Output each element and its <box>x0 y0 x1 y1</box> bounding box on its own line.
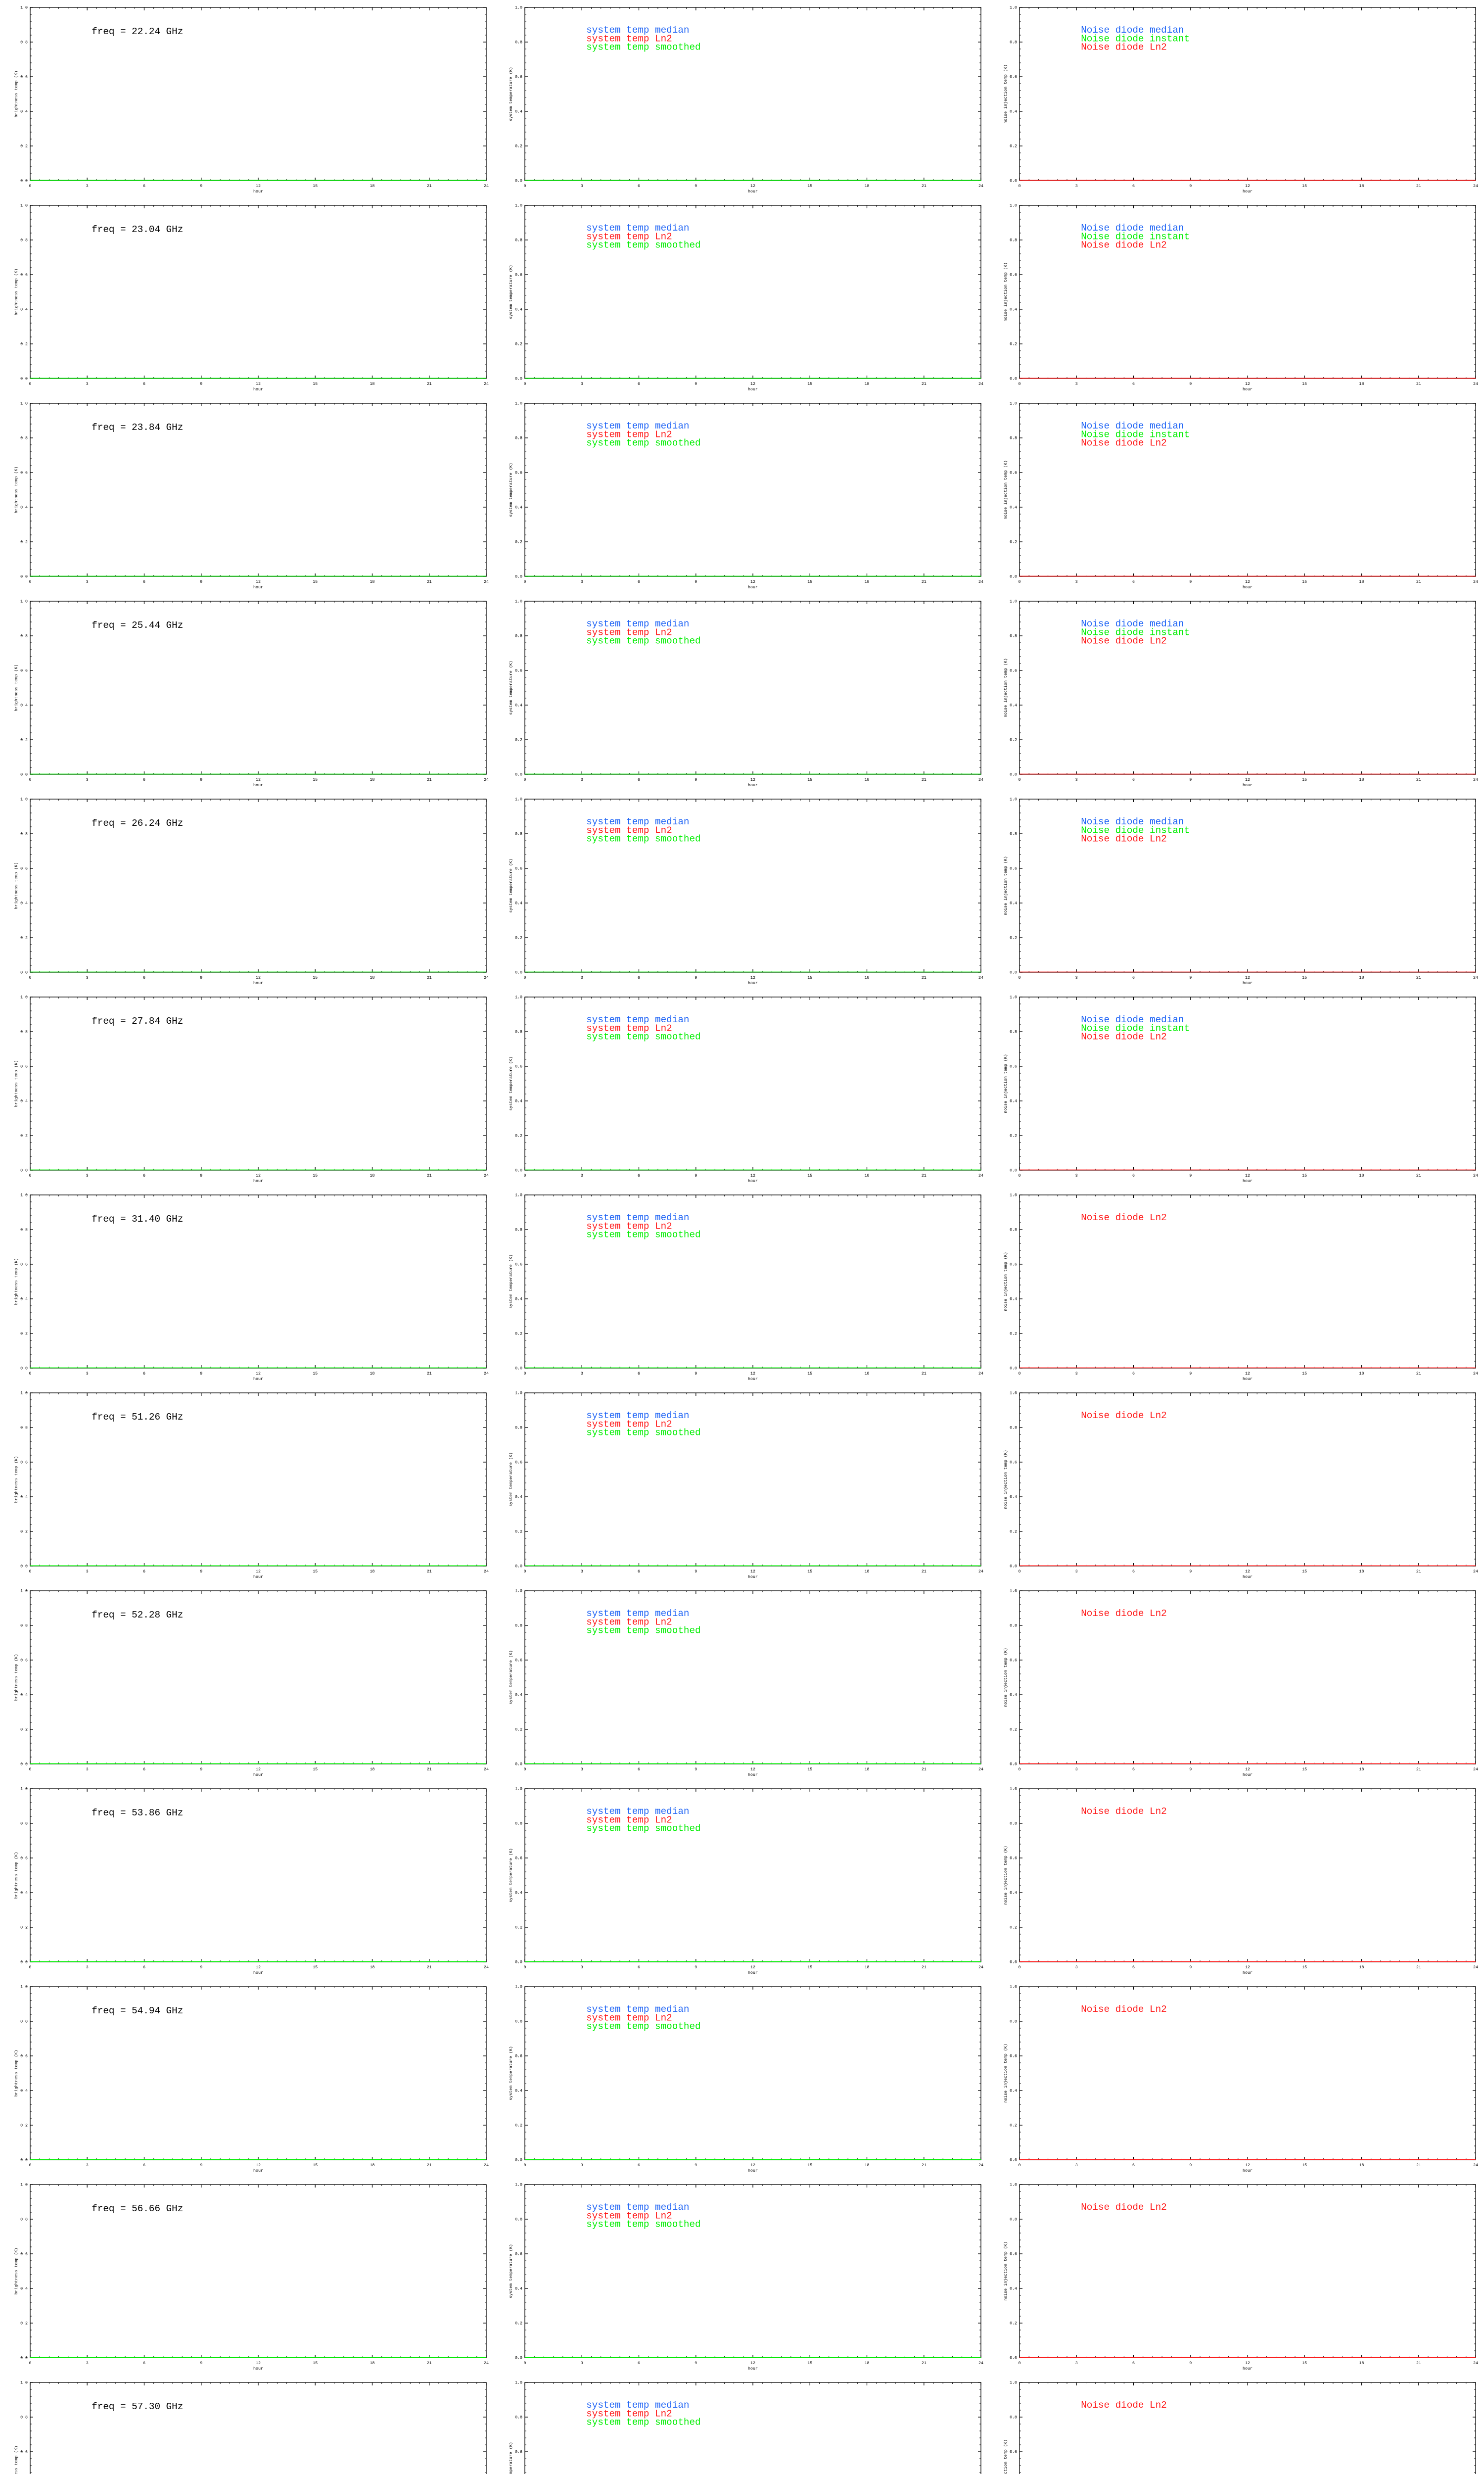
svg-text:freq = 23.84 GHz: freq = 23.84 GHz <box>92 422 183 433</box>
svg-text:freq = 52.28 GHz: freq = 52.28 GHz <box>92 1610 183 1620</box>
svg-text:freq = 56.66 GHz: freq = 56.66 GHz <box>92 2203 183 2214</box>
svg-text:freq = 57.30 GHz: freq = 57.30 GHz <box>92 2401 183 2412</box>
svg-text:freq = 26.24 GHz: freq = 26.24 GHz <box>92 818 183 829</box>
svg-text:freq = 25.44 GHz: freq = 25.44 GHz <box>92 620 183 631</box>
svg-text:freq = 51.26 GHz: freq = 51.26 GHz <box>92 1412 183 1423</box>
svg-text:freq = 53.86 GHz: freq = 53.86 GHz <box>92 1808 183 1818</box>
svg-text:freq = 23.04 GHz: freq = 23.04 GHz <box>92 224 183 235</box>
svg-text:freq = 54.94 GHz: freq = 54.94 GHz <box>92 2005 183 2016</box>
svg-text:freq = 22.24 GHz: freq = 22.24 GHz <box>92 26 183 37</box>
svg-text:freq = 31.40 GHz: freq = 31.40 GHz <box>92 1214 183 1225</box>
svg-text:freq = 27.84 GHz: freq = 27.84 GHz <box>92 1016 183 1027</box>
